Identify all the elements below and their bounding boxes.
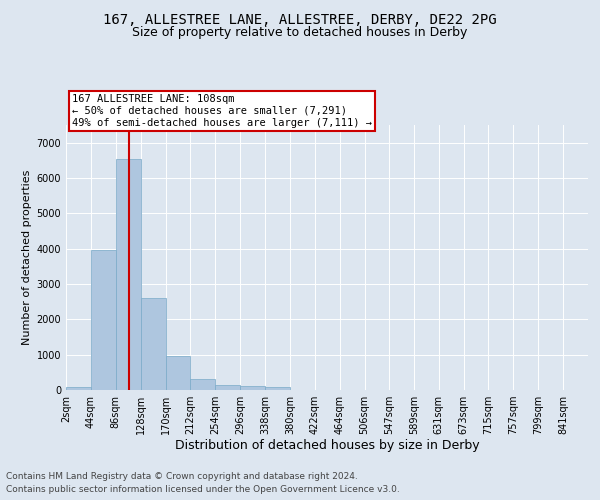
Bar: [215, 386, 240, 390]
Bar: [116, 158, 140, 390]
Bar: [140, 298, 166, 390]
Bar: [91, 250, 116, 390]
Bar: [166, 356, 190, 390]
Bar: [240, 386, 265, 390]
Bar: [66, 387, 91, 390]
Bar: [265, 387, 290, 390]
Text: Contains HM Land Registry data © Crown copyright and database right 2024.: Contains HM Land Registry data © Crown c…: [6, 472, 358, 481]
Y-axis label: Number of detached properties: Number of detached properties: [22, 170, 32, 345]
Text: 167, ALLESTREE LANE, ALLESTREE, DERBY, DE22 2PG: 167, ALLESTREE LANE, ALLESTREE, DERBY, D…: [103, 12, 497, 26]
Text: Contains public sector information licensed under the Open Government Licence v3: Contains public sector information licen…: [6, 485, 400, 494]
Bar: [190, 380, 215, 390]
Text: Size of property relative to detached houses in Derby: Size of property relative to detached ho…: [133, 26, 467, 39]
Text: 167 ALLESTREE LANE: 108sqm
← 50% of detached houses are smaller (7,291)
49% of s: 167 ALLESTREE LANE: 108sqm ← 50% of deta…: [72, 94, 372, 128]
X-axis label: Distribution of detached houses by size in Derby: Distribution of detached houses by size …: [175, 438, 479, 452]
